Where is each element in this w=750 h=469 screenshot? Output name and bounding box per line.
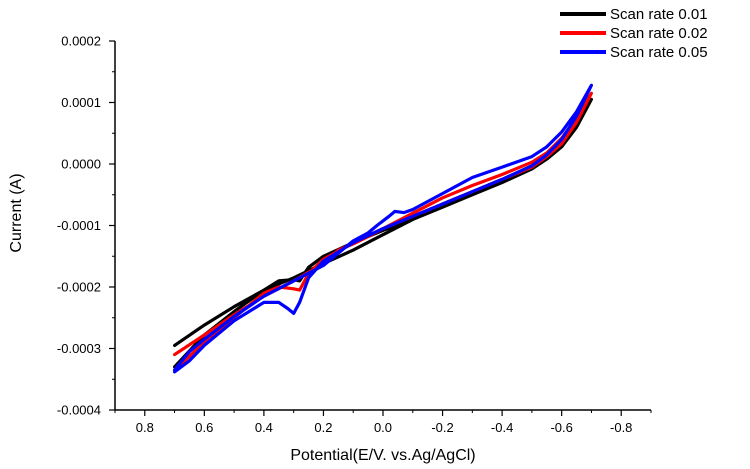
x-tick-label: -0.8 — [610, 420, 632, 435]
x-tick-label: 0.0 — [374, 420, 392, 435]
y-tick-label: -0.0003 — [57, 341, 101, 356]
x-tick-label: -0.2 — [431, 420, 453, 435]
x-axis: 0.8 0.6 0.4 0.2 0.0 -0.2 -0.4 -0.6 -0.8 — [114, 410, 652, 435]
x-tick-label: 0.8 — [136, 420, 154, 435]
legend-label: Scan rate 0.01 — [610, 6, 708, 23]
y-tick-label: -0.0001 — [57, 218, 101, 233]
x-tick-label: -0.6 — [550, 420, 572, 435]
series-line-3 — [173, 83, 593, 374]
y-axis: -0.0004 -0.0003 -0.0002 -0.0001 0.0000 0.0001… — [57, 34, 115, 418]
x-tick-label: -0.4 — [491, 420, 513, 435]
y-tick-label: 0.0002 — [61, 34, 101, 49]
series-layer — [173, 83, 593, 374]
legend-label: Scan rate 0.05 — [610, 44, 708, 61]
legend: Scan rate 0.01 Scan rate 0.02 Scan rate 0.… — [560, 6, 708, 61]
y-tick-label: 0.0001 — [61, 95, 101, 110]
x-tick-label: 0.4 — [255, 420, 273, 435]
x-tick-label: 0.6 — [195, 420, 213, 435]
y-tick-label: 0.0000 — [61, 157, 101, 172]
y-tick-label: -0.0002 — [57, 280, 101, 295]
legend-label: Scan rate 0.02 — [610, 25, 708, 42]
x-axis-title: Potential(E/V. vs.Ag/AgCl) — [290, 447, 475, 464]
y-axis-title: Current (A) — [8, 173, 25, 252]
x-tick-label: 0.2 — [314, 420, 332, 435]
y-tick-label: -0.0004 — [57, 403, 101, 418]
series-line-1 — [173, 97, 593, 369]
